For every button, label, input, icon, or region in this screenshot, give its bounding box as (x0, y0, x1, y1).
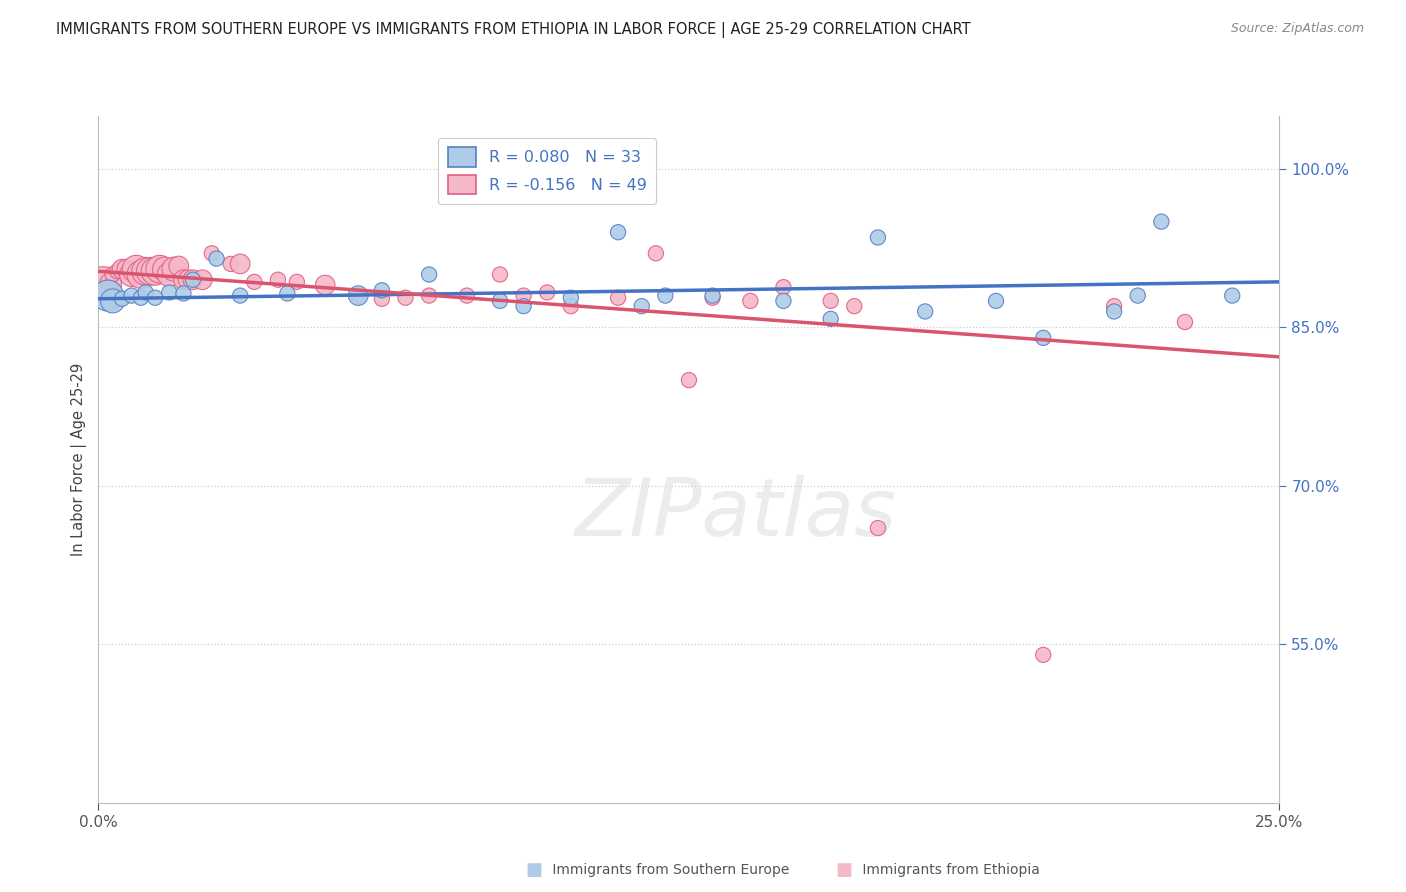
Point (702, 288, 724, 302)
Point (456, 288, 478, 302)
Point (129, 268, 152, 282)
Point (129, 291, 152, 305)
Point (866, 521, 889, 535)
Point (111, 292, 134, 306)
Point (285, 275, 308, 289)
Point (489, 268, 512, 282)
Point (163, 262, 186, 277)
Point (115, 262, 138, 277)
Text: Immigrants from Southern Europe: Immigrants from Southern Europe (548, 863, 790, 877)
Point (219, 257, 242, 271)
Point (97, 288, 120, 302)
Point (101, 293, 124, 308)
Point (1102, 299, 1125, 313)
Point (347, 288, 370, 302)
Point (243, 275, 266, 289)
Point (371, 283, 394, 297)
Y-axis label: In Labor Force | Age 25-29: In Labor Force | Age 25-29 (72, 363, 87, 556)
Point (560, 291, 582, 305)
Point (105, 264, 128, 278)
Point (201, 246, 224, 260)
Point (844, 299, 866, 313)
Text: Source: ZipAtlas.com: Source: ZipAtlas.com (1230, 22, 1364, 36)
Point (135, 285, 157, 300)
Text: ■: ■ (526, 861, 543, 879)
Point (167, 259, 190, 273)
Point (191, 273, 214, 287)
Point (149, 262, 172, 277)
Point (772, 280, 794, 294)
Point (914, 304, 936, 318)
Point (702, 291, 724, 305)
Point (177, 273, 200, 287)
Point (512, 299, 534, 313)
Point (1150, 214, 1173, 228)
Point (135, 264, 157, 278)
Point (121, 288, 143, 302)
Point (276, 286, 298, 301)
Point (607, 225, 630, 239)
Point (630, 299, 652, 313)
Text: Immigrants from Ethiopia: Immigrants from Ethiopia (858, 863, 1039, 877)
Point (560, 299, 582, 313)
Point (229, 288, 252, 302)
Point (97, 275, 120, 289)
Point (1032, 648, 1054, 662)
Legend: R = 0.080   N = 33, R = -0.156   N = 49: R = 0.080 N = 33, R = -0.156 N = 49 (437, 137, 657, 203)
Point (512, 288, 534, 302)
Point (101, 268, 124, 282)
Point (820, 293, 842, 308)
Point (820, 311, 842, 326)
Point (139, 264, 162, 278)
Point (740, 293, 762, 308)
Point (181, 273, 204, 287)
Point (418, 288, 440, 302)
Point (607, 291, 630, 305)
Point (157, 285, 180, 300)
Point (536, 285, 558, 300)
Point (157, 268, 180, 282)
Point (153, 262, 176, 277)
Point (772, 293, 794, 308)
Point (125, 262, 148, 277)
Point (314, 278, 336, 293)
Point (91, 278, 114, 293)
Point (229, 257, 252, 271)
Text: ZIPatlas: ZIPatlas (575, 475, 897, 553)
Point (1102, 304, 1125, 318)
Point (1126, 288, 1149, 302)
Point (489, 293, 512, 308)
Point (984, 293, 1007, 308)
Point (866, 230, 889, 244)
Point (121, 268, 143, 282)
Point (111, 262, 134, 277)
Point (654, 288, 676, 302)
Point (172, 273, 194, 287)
Point (1032, 331, 1054, 345)
Point (1220, 288, 1243, 302)
Point (267, 273, 290, 287)
Point (394, 291, 416, 305)
Point (181, 273, 204, 287)
Point (678, 373, 700, 387)
Point (143, 264, 166, 278)
Point (644, 246, 666, 260)
Point (172, 286, 194, 301)
Text: ■: ■ (835, 861, 852, 879)
Point (1174, 315, 1197, 329)
Point (205, 252, 228, 266)
Point (347, 288, 370, 302)
Text: IMMIGRANTS FROM SOUTHERN EUROPE VS IMMIGRANTS FROM ETHIOPIA IN LABOR FORCE | AGE: IMMIGRANTS FROM SOUTHERN EUROPE VS IMMIG… (56, 22, 972, 38)
Point (143, 291, 166, 305)
Point (418, 268, 440, 282)
Point (371, 292, 394, 306)
